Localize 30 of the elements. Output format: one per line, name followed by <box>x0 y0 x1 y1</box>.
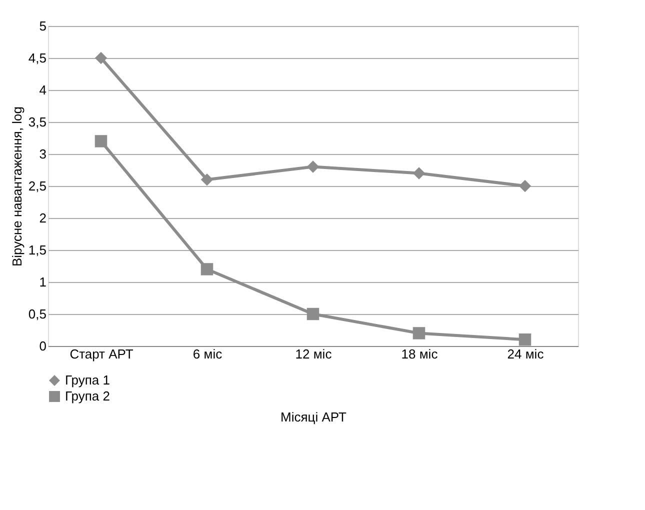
point <box>94 135 108 148</box>
y-tick-label: 1 <box>39 274 46 290</box>
point <box>200 173 214 186</box>
x-tick-label: 18 міс <box>401 346 438 362</box>
x-tick-label: 6 міс <box>192 346 223 362</box>
y-tick-label: 4,5 <box>28 50 46 66</box>
point <box>306 160 320 173</box>
y-tick-label: 3 <box>39 146 46 162</box>
y-tick-label: 0 <box>39 338 46 354</box>
y-tick-label: 4 <box>39 82 46 98</box>
x-tick-label: 24 міс <box>507 346 544 362</box>
x-axis-title: Місяці АРТ <box>280 410 347 424</box>
legend-label: Група 2 <box>65 388 110 404</box>
x-tick-label: Старт АРТ <box>70 346 134 362</box>
point <box>412 327 426 340</box>
point <box>306 308 320 320</box>
point <box>412 167 426 180</box>
legend-label: Група 1 <box>65 372 110 388</box>
x-tick-label: 12 міс <box>295 346 332 362</box>
y-tick-label: 1,5 <box>28 242 46 258</box>
y-tick-label: 2,5 <box>28 178 46 194</box>
y-tick-label: 3,5 <box>28 114 46 130</box>
point <box>518 333 532 346</box>
point <box>94 52 108 64</box>
y-tick-label: 0,5 <box>28 306 46 322</box>
y-tick-label: 5 <box>39 18 46 34</box>
point <box>200 263 214 276</box>
point <box>518 180 532 192</box>
y-tick-label: 2 <box>39 210 46 226</box>
y-axis-title: Вірусне навантаження, log <box>9 106 24 267</box>
